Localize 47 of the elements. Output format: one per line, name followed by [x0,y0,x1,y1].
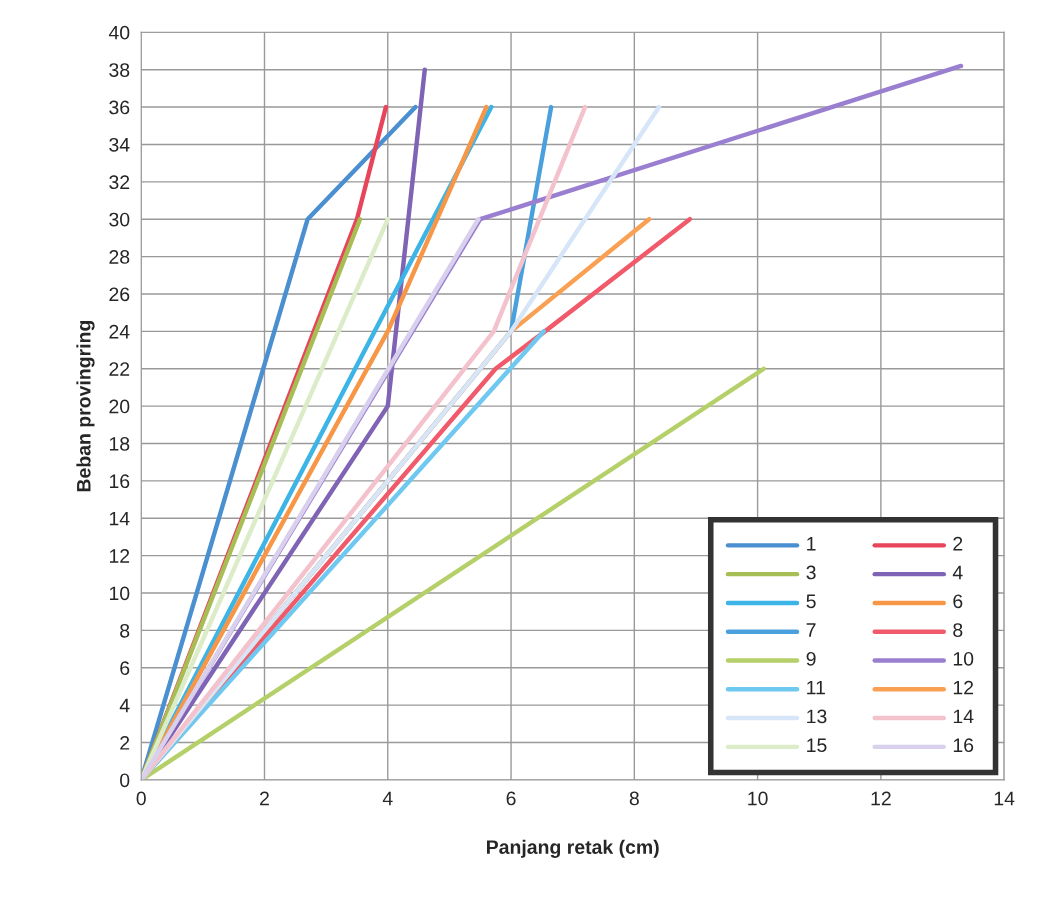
y-tick-label: 40 [108,25,130,40]
legend-label: 11 [807,680,825,695]
y-tick-label: 2 [120,736,130,750]
x-tick-label: 6 [506,791,516,806]
legend-label: 4 [952,565,963,580]
y-tick-label: 4 [119,698,130,713]
y-tick-label: 32 [109,175,130,190]
legend-label: 16 [953,738,974,753]
y-tick-label: 14 [109,511,130,526]
y-axis-title: Beban provingring [76,320,95,492]
y-tick-label: 8 [120,623,130,638]
y-tick-label: 6 [120,661,130,676]
y-tick-label: 34 [109,137,130,152]
legend-label: 14 [953,709,974,724]
x-tick-label: 0 [136,791,146,806]
y-tick-label: 36 [109,100,130,115]
legend-label: 1 [807,537,816,551]
x-axis-title: Panjang retak (cm) [487,839,659,858]
legend-label: 10 [953,651,974,666]
legend-label: 12 [953,680,974,695]
legend-label: 2 [953,536,963,551]
y-tick-label: 30 [109,212,130,227]
legend-label: 5 [806,594,816,609]
y-tick-label: 22 [109,362,130,376]
x-tick-label: 14 [994,791,1015,806]
legend-label: 9 [806,651,816,666]
y-tick-label: 12 [109,549,130,563]
x-tick-label: 4 [382,791,393,806]
legend-label: 3 [806,565,816,580]
y-tick-label: 28 [109,250,130,264]
legend-label: 7 [806,623,816,637]
y-tick-label: 38 [109,63,130,77]
legend-label: 15 [807,738,827,753]
y-tick-label: 0 [120,773,130,788]
legend-label: 8 [953,623,963,637]
y-tick-label: 16 [109,474,130,489]
x-tick-label: 10 [748,791,768,806]
legend-label: 13 [807,709,827,724]
x-tick-label: 2 [260,791,269,806]
y-tick-label: 20 [109,399,130,414]
x-tick-label: 12 [871,791,891,806]
y-tick-label: 10 [109,586,130,601]
x-tick-label: 8 [629,791,639,806]
y-tick-label: 24 [109,324,130,339]
y-tick-label: 18 [109,436,130,451]
y-tick-label: 26 [109,287,130,302]
legend-label: 6 [953,594,963,609]
